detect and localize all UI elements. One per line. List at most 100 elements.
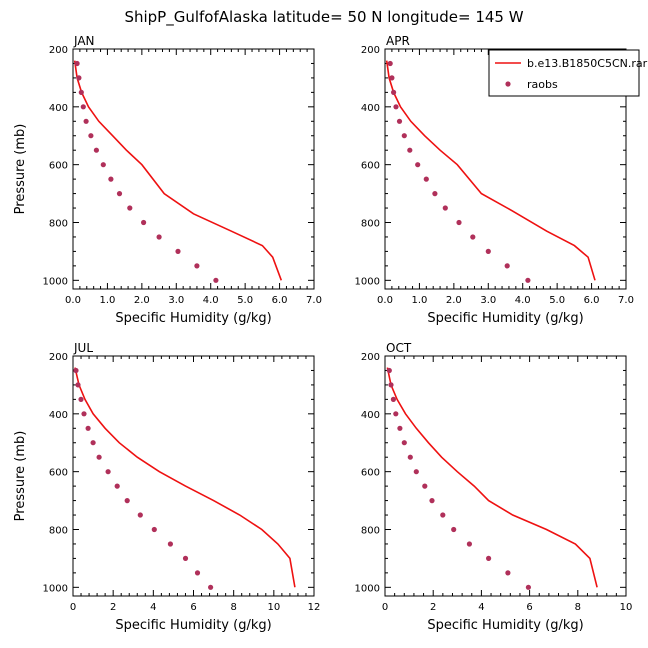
y-tick-label: 400 <box>49 410 68 421</box>
raobs-marker <box>127 205 133 211</box>
raobs-marker <box>151 526 157 533</box>
raobs-marker <box>386 367 392 374</box>
x-axis-label: Specific Humidity (g/kg) <box>115 311 271 326</box>
y-tick-label: 1000 <box>43 583 68 594</box>
chart-panel-jul: JUL 0 2 4 6 8 10 12 200 400 600 800 1000 Specific Hum… <box>13 341 320 633</box>
x-tick-label: 12 <box>308 602 321 613</box>
panel-title: APR <box>386 34 410 48</box>
x-tick-label: 6 <box>526 602 532 613</box>
y-tick-label: 400 <box>361 103 380 114</box>
y-tick-label: 200 <box>361 45 380 56</box>
raobs-marker <box>81 411 87 417</box>
plot-frame <box>384 48 627 290</box>
raobs-marker <box>90 440 96 446</box>
raobs-marker <box>407 454 413 460</box>
model-line <box>386 367 598 588</box>
x-tick-label: 4 <box>150 602 156 613</box>
y-tick-label: 600 <box>361 161 380 172</box>
y-tick-label: 1000 <box>43 276 68 287</box>
raobs-marker <box>401 440 407 446</box>
raobs-marker <box>525 277 531 283</box>
y-tick-label: 200 <box>361 352 380 363</box>
raobs-marker <box>407 147 413 153</box>
raobs-marker <box>456 219 462 226</box>
x-axis-label: Specific Humidity (g/kg) <box>427 311 583 326</box>
x-tick-label: 7.0 <box>618 295 634 306</box>
plot-frame <box>72 48 315 290</box>
y-tick-label: 600 <box>361 468 380 479</box>
plot-frame <box>72 355 315 597</box>
model-line <box>385 60 596 281</box>
x-tick-label: 2.0 <box>446 295 462 306</box>
y-tick-label: 1000 <box>355 583 380 594</box>
x-tick-label: 5.0 <box>549 295 565 306</box>
y-tick-label: 800 <box>49 218 68 229</box>
raobs-marker <box>78 89 84 95</box>
raobs-marker <box>116 191 123 197</box>
y-tick-label: 600 <box>49 468 68 479</box>
y-tick-label: 200 <box>49 45 68 56</box>
x-tick-label: 5.0 <box>237 295 253 306</box>
raobs-marker <box>194 570 201 576</box>
model-line <box>73 60 283 281</box>
raobs-marker <box>391 89 397 95</box>
x-tick-label: 6.0 <box>584 295 600 306</box>
legend: b.e13.B1850C5CN.rar raobs <box>488 49 648 97</box>
x-tick-label: 0 <box>382 602 388 613</box>
x-tick-label: 6 <box>190 602 196 613</box>
raobs-marker <box>393 104 399 110</box>
raobs-marker <box>194 263 200 269</box>
x-tick-label: 0.0 <box>377 295 393 306</box>
y-tick-label: 800 <box>361 218 380 229</box>
raobs-marker <box>78 396 84 402</box>
raobs-marker <box>96 454 102 460</box>
raobs-marker <box>105 469 111 475</box>
legend-marker-swatch <box>505 81 511 87</box>
raobs-marker <box>423 176 429 182</box>
y-axis-label: Pressure (mb) <box>13 124 28 215</box>
raobs-marker <box>100 162 106 168</box>
legend-label-raobs: raobs <box>527 78 558 91</box>
x-axis-label: Specific Humidity (g/kg) <box>115 618 271 633</box>
x-tick-label: 8 <box>230 602 236 613</box>
plot-frame <box>384 355 627 597</box>
raobs-marker <box>440 512 446 518</box>
x-tick-label: 1.0 <box>411 295 427 306</box>
raobs-marker <box>213 277 219 283</box>
raobs-marker <box>388 382 394 388</box>
x-tick-label: 6.0 <box>272 295 288 306</box>
raobs-marker <box>85 425 91 431</box>
chart-panel-jan: JAN 0.0 1.0 2.0 3.0 4.0 5.0 6.0 7.0 200 400 600 800 1… <box>13 34 322 326</box>
y-tick-label: 800 <box>49 525 68 536</box>
legend-label-model: b.e13.B1850C5CN.rar <box>527 57 648 70</box>
raobs-marker <box>387 60 393 67</box>
model-line <box>74 367 296 588</box>
x-tick-label: 2.0 <box>134 295 150 306</box>
x-tick-label: 3.0 <box>168 295 184 306</box>
raobs-marker <box>393 411 399 417</box>
raobs-marker <box>182 555 189 562</box>
raobs-marker <box>73 367 79 374</box>
raobs-marker <box>397 425 403 431</box>
chart-panel-oct: OCT 0 2 4 6 8 10 200 400 600 800 1000 Specific Humid… <box>355 341 633 633</box>
raobs-marker <box>470 234 476 240</box>
x-tick-label: 10 <box>267 602 280 613</box>
raobs-marker <box>137 512 143 518</box>
raobs-marker <box>525 584 532 590</box>
raobs-marker <box>75 382 81 388</box>
legend-box <box>488 49 640 97</box>
raobs-marker <box>390 396 396 402</box>
raobs-marker <box>156 234 162 240</box>
raobs-marker <box>415 162 421 168</box>
raobs-marker <box>124 498 130 504</box>
x-tick-label: 7.0 <box>306 295 322 306</box>
raobs-marker <box>451 526 457 533</box>
raobs-marker <box>466 541 472 547</box>
raobs-marker <box>486 555 492 562</box>
chart-panel-apr: APR 0.0 1.0 2.0 3.0 4.0 5.0 6.0 7.0 200 400 600 800 1… <box>355 34 648 326</box>
x-tick-label: 10 <box>620 602 633 613</box>
raobs-marker <box>83 118 89 124</box>
raobs-marker <box>504 263 510 269</box>
raobs-marker <box>167 541 173 547</box>
